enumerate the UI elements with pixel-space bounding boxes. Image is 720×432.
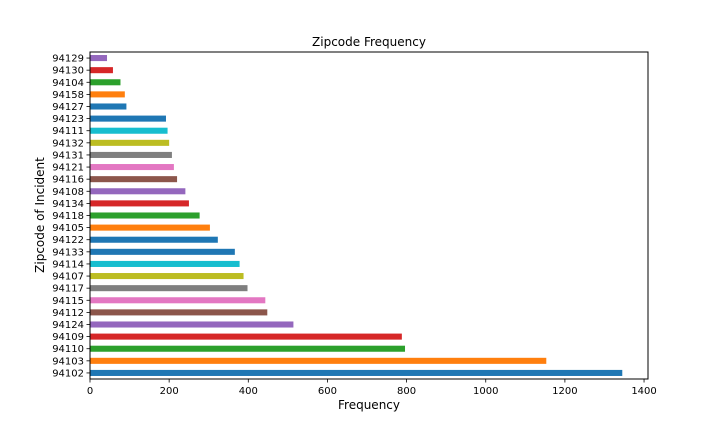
y-tick-label: 94127 xyxy=(52,102,84,113)
y-tick-label: 94104 xyxy=(52,78,84,89)
x-tick-label: 1000 xyxy=(473,386,498,397)
bar-94130 xyxy=(90,67,113,74)
y-tick-label: 94107 xyxy=(52,272,84,283)
plot-frame xyxy=(89,51,649,380)
bar-94109 xyxy=(90,333,402,340)
y-tick-label: 94131 xyxy=(52,150,84,161)
bar-94103 xyxy=(90,357,547,364)
y-tick-label: 94110 xyxy=(52,344,84,355)
y-tick-label: 94111 xyxy=(52,126,84,137)
y-tick-label: 94122 xyxy=(52,235,84,246)
bar-94132 xyxy=(90,139,170,146)
bars-group xyxy=(90,55,623,376)
x-tick-label: 400 xyxy=(239,386,258,397)
bar-94108 xyxy=(90,188,186,195)
x-ticks-group: 0 200 400 600 800 1000 1200 1400 xyxy=(87,379,657,397)
x-tick-label: 200 xyxy=(160,386,179,397)
bar-94117 xyxy=(90,285,248,292)
y-tick-label: 94133 xyxy=(52,247,84,258)
bar-94110 xyxy=(90,345,406,352)
bar-94134 xyxy=(90,200,189,207)
y-tick-label: 94123 xyxy=(52,114,84,125)
bar-94114 xyxy=(90,260,240,267)
bar-94105 xyxy=(90,224,210,231)
y-tick-label: 94116 xyxy=(52,175,84,186)
bar-94102 xyxy=(90,369,623,376)
bar-94129 xyxy=(90,55,108,62)
y-tick-label: 94130 xyxy=(52,66,84,77)
bar-94121 xyxy=(90,164,174,171)
y-tick-label: 94114 xyxy=(52,259,84,270)
bar-94124 xyxy=(90,321,294,328)
x-tick-label: 1400 xyxy=(631,386,656,397)
bar-94104 xyxy=(90,79,121,86)
chart-title: Zipcode Frequency xyxy=(312,35,426,49)
bar-94122 xyxy=(90,236,218,243)
bar-94133 xyxy=(90,248,235,255)
y-tick-label: 94117 xyxy=(52,284,84,295)
y-tick-label: 94134 xyxy=(52,199,84,210)
y-tick-label: 94121 xyxy=(52,163,84,174)
y-tick-label: 94129 xyxy=(52,54,84,65)
y-tick-label: 94124 xyxy=(52,320,84,331)
bar-94116 xyxy=(90,176,178,183)
y-tick-label: 94108 xyxy=(52,187,84,198)
bar-94123 xyxy=(90,115,166,122)
x-tick-label: 0 xyxy=(87,386,93,397)
x-axis-label: Frequency xyxy=(338,398,400,412)
x-tick-label: 600 xyxy=(318,386,337,397)
y-tick-label: 94109 xyxy=(52,332,84,343)
bar-94158 xyxy=(90,91,125,98)
y-tick-label: 94103 xyxy=(52,356,84,367)
bar-94111 xyxy=(90,127,168,134)
x-tick-label: 1200 xyxy=(552,386,577,397)
bar-94131 xyxy=(90,151,172,158)
y-tick-label: 94115 xyxy=(52,296,84,307)
bar-94107 xyxy=(90,273,244,280)
y-axis-label: Zipcode of Incident xyxy=(33,157,47,273)
y-ticks-group: 9410294103941109410994124941129411594117… xyxy=(52,54,90,379)
y-tick-label: 94118 xyxy=(52,211,84,222)
y-tick-label: 94158 xyxy=(52,90,84,101)
bar-94115 xyxy=(90,297,266,304)
x-tick-label: 800 xyxy=(397,386,416,397)
bar-94112 xyxy=(90,309,268,316)
bar-94118 xyxy=(90,212,200,219)
y-tick-label: 94112 xyxy=(52,308,84,319)
y-tick-label: 94132 xyxy=(52,138,84,149)
y-tick-label: 94102 xyxy=(52,368,84,379)
bar-94127 xyxy=(90,103,127,110)
y-tick-label: 94105 xyxy=(52,223,84,234)
